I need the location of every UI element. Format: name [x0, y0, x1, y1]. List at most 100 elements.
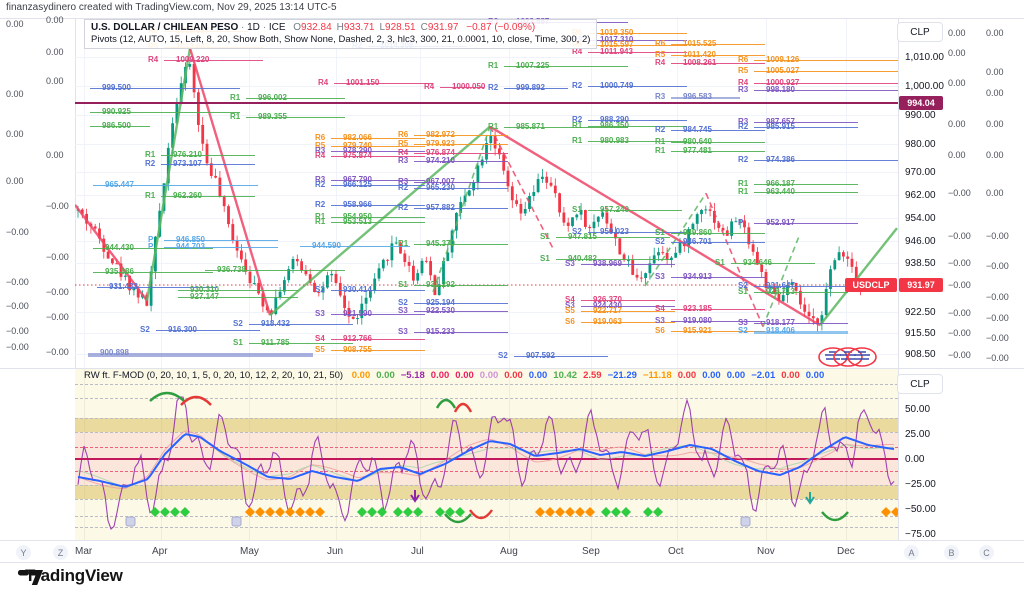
timeframe-button-a[interactable]: A — [904, 545, 919, 560]
zero-value-label: 0.00 — [986, 88, 1004, 98]
time-axis-month[interactable]: Mar — [75, 546, 93, 557]
osc-extreme-arc — [149, 391, 185, 402]
price-tick: 990.00 — [905, 110, 936, 121]
ellipse-scribble — [854, 351, 870, 360]
symbol-name: U.S. DOLLAR / CHILEAN PESO — [91, 22, 239, 33]
zero-value-label: −0.00 — [6, 342, 29, 352]
indicator-dashed-gray — [75, 418, 898, 419]
ohlc-key: C — [420, 22, 428, 33]
pivots-settings-row[interactable]: Pivots (12, AUTO, 15, Left, 8, 20, Show … — [91, 34, 591, 45]
currency-button-indicator[interactable]: CLP — [897, 374, 943, 394]
price-tick: 946.00 — [905, 236, 936, 247]
timeframe-button-c[interactable]: C — [979, 545, 994, 560]
legend-timeframe[interactable]: 1D — [247, 22, 260, 33]
signal-diamond — [455, 507, 465, 517]
indicator-value: 10.42 — [553, 370, 578, 381]
gridline-v — [591, 19, 592, 368]
zero-value-label: 0.00 — [948, 150, 966, 160]
plot-left-border — [75, 18, 76, 368]
zero-value-label: 0.00 — [6, 19, 24, 29]
timeframe-button-z[interactable]: Z — [53, 545, 68, 560]
osc-extreme-arc — [821, 511, 849, 522]
indicator-value: 0.00 — [455, 370, 474, 381]
gridline-v — [336, 19, 337, 368]
indicator-title[interactable]: RW ft. F-MOD (0, 20, 10, 1, 5, 0, 20, 10… — [84, 370, 344, 381]
legend-symbol-row[interactable]: U.S. DOLLAR / CHILEAN PESO · 1D · ICE O9… — [91, 22, 590, 33]
legend-separator-2: · — [259, 22, 269, 33]
signal-diamond — [435, 507, 445, 517]
legend-separator-1: · — [241, 22, 248, 33]
price-tick: 1,010.00 — [905, 52, 944, 63]
time-axis-month[interactable]: Oct — [668, 546, 684, 557]
timeframe-button-y[interactable]: Y — [16, 545, 31, 560]
ellipse-annotation — [833, 347, 863, 367]
indicator-status-line[interactable]: RW ft. F-MOD (0, 20, 10, 1, 5, 0, 20, 10… — [84, 370, 824, 381]
zero-value-label: 0.00 — [986, 150, 1004, 160]
osc-blue-line — [77, 433, 895, 488]
zero-value-label: −0.00 — [986, 313, 1009, 323]
zero-value-label: −0.00 — [948, 258, 971, 268]
gridline-h — [75, 172, 898, 173]
time-axis-month[interactable]: Jun — [327, 546, 344, 557]
signal-square — [740, 516, 751, 527]
indicator-value: −5.18 — [400, 370, 425, 381]
ellipse-annotation — [818, 347, 848, 367]
signal-diamond — [275, 507, 285, 517]
signal-diamond — [357, 507, 367, 517]
time-axis-month[interactable]: Sep — [582, 546, 600, 557]
zero-value-label: −0.00 — [6, 301, 29, 311]
signal-diamond — [535, 507, 545, 517]
zero-value-label: 0.00 — [986, 119, 1004, 129]
zero-value-label: 0.00 — [46, 150, 64, 160]
gridline-v — [846, 369, 847, 540]
zero-value-label: −0.00 — [986, 292, 1009, 302]
currency-button-main[interactable]: CLP — [897, 22, 943, 42]
osc-extreme-arc — [435, 398, 457, 409]
gridline-v — [677, 369, 678, 540]
ohlc-key: L — [379, 22, 386, 33]
indicator-value: 0.00 — [430, 370, 450, 381]
zero-value-label: 0.00 — [46, 76, 64, 86]
gridline-v — [509, 19, 510, 368]
time-axis-month[interactable]: May — [240, 546, 259, 557]
zero-value-label: −0.00 — [986, 353, 1009, 363]
time-axis-month[interactable]: Aug — [500, 546, 518, 557]
axis-separator — [898, 18, 899, 540]
time-axis-month[interactable]: Dec — [837, 546, 855, 557]
price-tick: 915.50 — [905, 328, 936, 339]
pane-separator[interactable] — [0, 368, 1024, 369]
ohlc-key: O — [293, 22, 302, 33]
indicator-value: −2.01 — [751, 370, 776, 381]
time-axis-month[interactable]: Apr — [152, 546, 168, 557]
trend-line-dashed — [489, 126, 554, 249]
signal-square — [125, 516, 136, 527]
signal-diamond — [255, 507, 265, 517]
oscillator-group — [77, 391, 898, 530]
price-tick: 970.00 — [905, 167, 936, 178]
zero-value-label: −0.00 — [6, 326, 29, 336]
indicator-dashed-gray — [75, 398, 898, 399]
zero-value-label: −0.00 — [46, 252, 69, 262]
indicator-dashed-gray — [75, 384, 898, 385]
timeframe-button-b[interactable]: B — [944, 545, 959, 560]
indicator-value: 0.00 — [351, 370, 371, 381]
indicator-tick: 50.00 — [905, 404, 931, 415]
signal-diamond — [575, 507, 585, 517]
zero-value-label: 0.00 — [46, 15, 64, 25]
ohlc-value: 933.71 — [343, 22, 375, 33]
signal-diamond — [585, 507, 595, 517]
time-axis-month[interactable]: Jul — [411, 546, 424, 557]
gridline-v — [336, 369, 337, 540]
chart-legend[interactable]: U.S. DOLLAR / CHILEAN PESO · 1D · ICE O9… — [84, 19, 598, 49]
signal-diamond — [413, 507, 423, 517]
signal-arrow-down — [410, 490, 420, 503]
signal-diamond — [621, 507, 631, 517]
indicator-value: 0.00 — [677, 370, 697, 381]
gridline-h — [75, 218, 898, 219]
gridline-v — [766, 369, 767, 540]
time-axis-month[interactable]: Nov — [757, 546, 775, 557]
tradingview-logo[interactable]: TradingView — [18, 566, 123, 586]
indicator-value: 0.00 — [726, 370, 746, 381]
